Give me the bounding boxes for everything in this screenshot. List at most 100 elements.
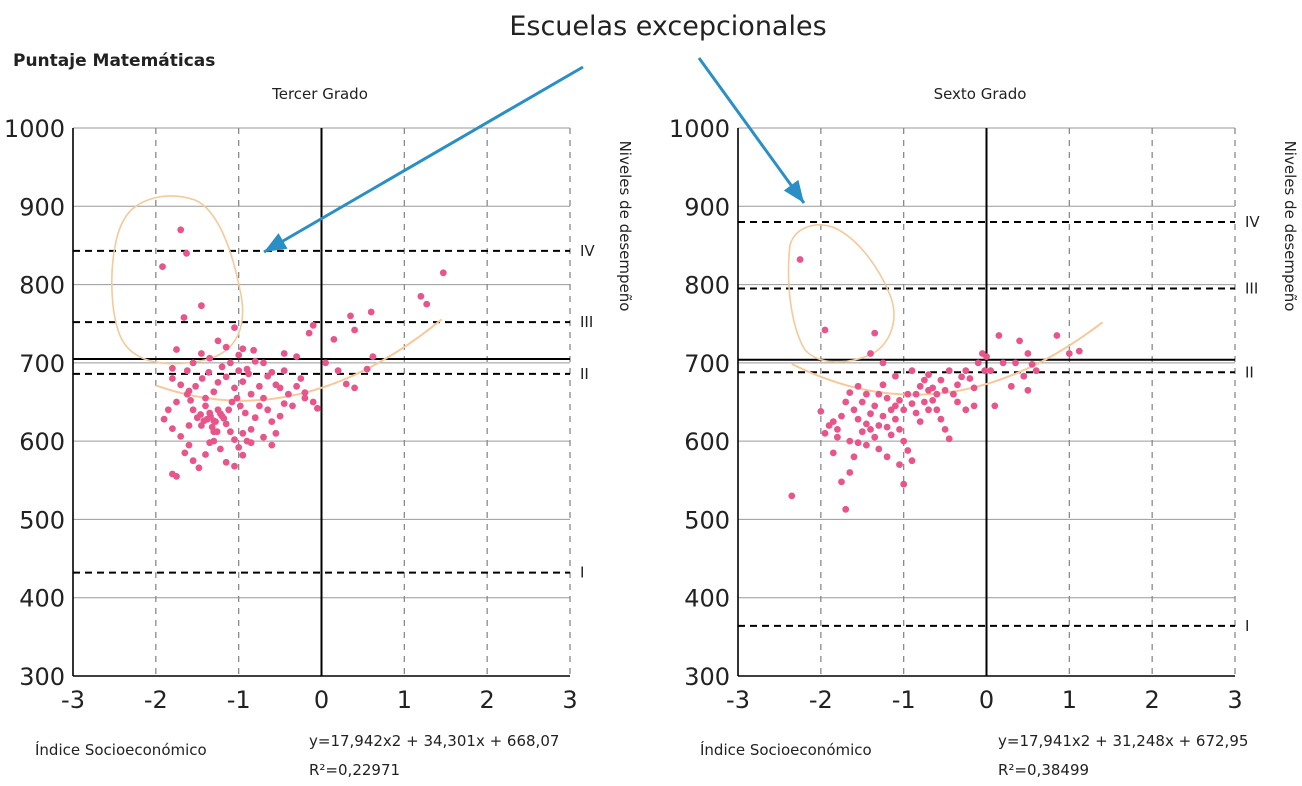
data-point bbox=[846, 389, 854, 396]
callout-arrows bbox=[263, 57, 806, 254]
data-point bbox=[850, 406, 858, 414]
data-point bbox=[210, 437, 218, 445]
x-tick-label: -2 bbox=[144, 686, 168, 714]
y-tick-label: 900 bbox=[684, 193, 730, 221]
chart-title: Tercer Grado bbox=[271, 85, 368, 103]
data-point bbox=[962, 367, 970, 375]
x-tick-label: -3 bbox=[61, 686, 85, 714]
callout-arrow-line bbox=[697, 57, 806, 204]
r-squared: R²=0,22971 bbox=[309, 761, 400, 779]
data-point bbox=[871, 433, 879, 441]
data-point bbox=[367, 308, 375, 316]
data-point bbox=[900, 437, 908, 445]
data-point bbox=[933, 390, 941, 398]
data-point bbox=[235, 444, 243, 451]
data-point bbox=[875, 390, 883, 398]
y-tick-label: 800 bbox=[19, 272, 65, 300]
data-point bbox=[945, 435, 953, 443]
data-point bbox=[1007, 382, 1015, 390]
data-point bbox=[871, 402, 879, 410]
x-tick-label: -1 bbox=[227, 686, 251, 714]
data-point bbox=[1065, 350, 1073, 357]
data-point bbox=[192, 382, 200, 390]
data-point bbox=[227, 359, 234, 367]
data-point bbox=[842, 505, 850, 513]
y-tick-label: 800 bbox=[684, 272, 730, 300]
data-point bbox=[189, 457, 197, 465]
data-point bbox=[217, 445, 224, 453]
data-point bbox=[867, 410, 874, 418]
data-point bbox=[1020, 372, 1028, 380]
data-point bbox=[293, 382, 300, 390]
data-point bbox=[301, 389, 309, 396]
data-point bbox=[879, 359, 887, 367]
data-point bbox=[260, 394, 267, 402]
data-point bbox=[268, 418, 276, 425]
data-point bbox=[439, 269, 447, 277]
data-point bbox=[181, 449, 189, 457]
data-point bbox=[160, 415, 168, 423]
data-point bbox=[245, 370, 253, 378]
level-label: I bbox=[1245, 617, 1249, 635]
x-tick-label: -2 bbox=[809, 686, 833, 714]
y-tick-label: 600 bbox=[684, 428, 730, 456]
data-point bbox=[231, 462, 238, 470]
y-tick-label: 900 bbox=[19, 193, 65, 221]
data-point bbox=[202, 394, 209, 402]
data-point bbox=[900, 480, 908, 488]
data-point bbox=[210, 388, 218, 396]
data-point bbox=[954, 398, 961, 406]
data-point bbox=[1028, 361, 1036, 368]
data-point bbox=[173, 346, 180, 353]
data-point bbox=[189, 406, 197, 414]
data-point bbox=[218, 363, 226, 371]
data-point bbox=[225, 406, 233, 414]
data-point bbox=[187, 397, 195, 404]
data-point bbox=[821, 326, 829, 334]
data-point bbox=[198, 375, 206, 382]
data-point bbox=[241, 409, 249, 417]
x-tick-label: -3 bbox=[726, 686, 750, 714]
regression-equation: y=17,942x2 + 34,301x + 668,07 bbox=[309, 732, 559, 750]
data-point bbox=[838, 478, 845, 486]
data-point bbox=[908, 400, 916, 407]
data-point bbox=[867, 350, 874, 357]
levels-axis-label: Niveles de desempeño bbox=[616, 141, 634, 312]
data-point bbox=[829, 449, 837, 457]
y-tick-label: 1000 bbox=[669, 115, 730, 143]
data-point bbox=[970, 384, 978, 392]
data-point bbox=[195, 464, 203, 472]
data-point bbox=[838, 412, 845, 420]
data-point bbox=[423, 300, 431, 308]
data-point bbox=[222, 373, 230, 381]
chart-title: Sexto Grado bbox=[934, 85, 1027, 103]
x-tick-label: 2 bbox=[480, 686, 495, 714]
data-point bbox=[883, 423, 891, 431]
data-point bbox=[1012, 359, 1019, 367]
x-tick-label: 3 bbox=[1227, 686, 1242, 714]
data-point bbox=[285, 390, 292, 398]
data-point bbox=[929, 397, 937, 404]
data-point bbox=[289, 402, 296, 410]
data-point bbox=[929, 384, 937, 392]
data-point bbox=[239, 345, 247, 353]
levels-axis-label: Niveles de desempeño bbox=[1281, 141, 1299, 312]
data-point bbox=[185, 441, 193, 449]
data-point bbox=[309, 321, 317, 329]
data-point bbox=[937, 376, 945, 384]
data-point bbox=[183, 367, 191, 375]
x-tick-label: 3 bbox=[562, 686, 577, 714]
data-point bbox=[276, 412, 284, 420]
callout-title: Escuelas excepcionales bbox=[509, 11, 826, 42]
y-tick-label: 700 bbox=[684, 350, 730, 378]
data-point bbox=[846, 469, 854, 476]
y-tick-label: 300 bbox=[684, 663, 730, 691]
data-point bbox=[858, 398, 866, 406]
data-point bbox=[863, 441, 870, 449]
data-point bbox=[887, 431, 895, 439]
data-point bbox=[169, 470, 176, 478]
data-point bbox=[1016, 337, 1023, 345]
r-squared: R²=0,38499 bbox=[998, 761, 1089, 779]
